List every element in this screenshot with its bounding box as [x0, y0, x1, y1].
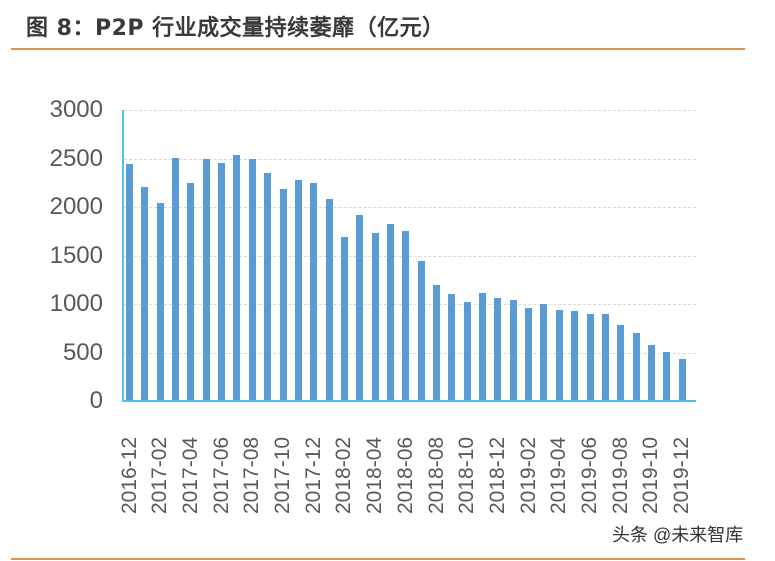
x-tick-label: 2017-06: [209, 436, 233, 514]
bar-2018-11: [479, 292, 487, 401]
x-tick-label: 2019-02: [516, 436, 540, 514]
gridline: [124, 158, 696, 160]
y-tick-label: 1000: [49, 290, 103, 317]
bar-2019-11: [663, 351, 671, 401]
gridline: [124, 110, 696, 111]
bar-2018-10: [463, 302, 471, 401]
y-axis-line: [122, 110, 124, 402]
x-tick-label: 2017-10: [271, 436, 294, 514]
bar-2017-05: [202, 159, 210, 401]
bar-2017-03: [172, 157, 180, 401]
bar-2018-07: [417, 261, 425, 401]
bar-2017-02: [156, 203, 164, 401]
bar-2019-07: [601, 313, 609, 401]
x-tick-label: 2018-02: [332, 436, 356, 514]
bar-2017-01: [141, 186, 149, 401]
bar-2017-04: [187, 182, 195, 401]
x-tick-label: 2018-04: [363, 436, 387, 514]
y-tick-label: 2500: [49, 144, 103, 172]
title-divider: [11, 48, 745, 50]
footer-divider: [11, 558, 745, 560]
gridline: [124, 304, 696, 305]
y-tick-label: 3000: [49, 96, 103, 123]
bar-2017-12: [310, 183, 318, 401]
x-axis-line: [122, 400, 696, 402]
x-tick-label: 2017-04: [178, 436, 202, 514]
bar-2018-04: [371, 232, 379, 401]
x-tick-label: 2019-04: [547, 436, 571, 514]
bar-2018-05: [386, 223, 394, 401]
x-tick-label: 2019-06: [578, 436, 601, 514]
bar-2017-10: [279, 188, 287, 401]
bar-2019-03: [540, 304, 548, 401]
y-tick-label: 0: [89, 387, 103, 414]
x-tick-label: 2018-10: [455, 436, 479, 514]
bar-2017-06: [218, 162, 226, 401]
bar-2018-12: [494, 298, 502, 401]
x-tick-label: 2017-02: [148, 436, 172, 514]
x-tick-label: 2018-06: [393, 436, 417, 514]
bar-2017-09: [264, 173, 272, 401]
chart-title: 图 8：P2P 行业成交量持续萎靡（亿元）: [26, 16, 445, 41]
gridline: [124, 255, 696, 257]
bar-2019-10: [647, 345, 655, 401]
bar-2018-01: [325, 198, 333, 401]
bar-2019-01: [509, 300, 517, 401]
gridline: [124, 207, 696, 208]
bar-2019-02: [525, 307, 533, 401]
bar-2018-09: [448, 293, 456, 401]
bar-2018-06: [402, 230, 410, 401]
y-tick-label: 2000: [49, 193, 103, 220]
bar-2017-08: [248, 158, 256, 401]
x-tick-label: 2017-12: [301, 436, 325, 514]
bar-2018-08: [433, 285, 440, 401]
bar-2019-12: [678, 358, 686, 401]
bar-2019-08: [617, 325, 625, 401]
watermark: 头条 @未来智库: [612, 525, 744, 545]
bar-2019-09: [632, 333, 640, 401]
bar-2019-04: [555, 309, 563, 401]
x-tick-label: 2018-12: [485, 436, 509, 514]
bar-2017-11: [294, 179, 302, 401]
x-tick-label: 2019-08: [608, 436, 632, 514]
bar-2019-05: [571, 310, 579, 401]
y-tick-label: 500: [62, 338, 103, 366]
y-tick-label: 1500: [49, 241, 103, 269]
bar-2016-12: [126, 164, 133, 401]
x-tick-label: 2017-08: [240, 436, 264, 514]
x-tick-label: 2016-12: [117, 436, 141, 514]
bar-2018-02: [340, 236, 348, 401]
gridline: [124, 352, 696, 354]
bar-2017-07: [233, 154, 241, 401]
bar-2018-03: [356, 215, 364, 401]
x-tick-label: 2018-08: [424, 436, 448, 514]
x-tick-label: 2019-12: [670, 436, 694, 514]
x-tick-label: 2019-10: [639, 436, 663, 514]
bar-2019-06: [586, 313, 594, 401]
